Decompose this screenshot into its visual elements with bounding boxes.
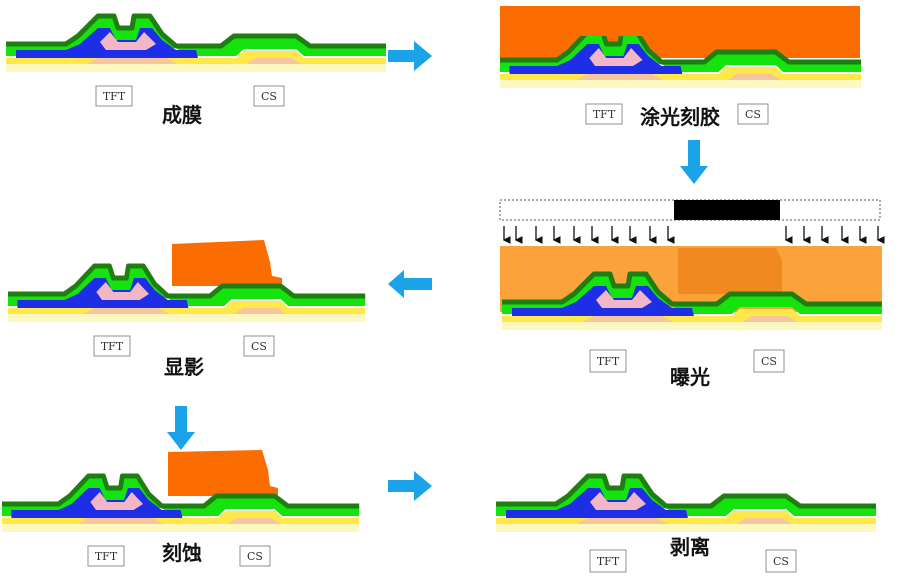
tft-tag: TFT <box>103 90 126 103</box>
tft-tag: TFT <box>101 340 124 353</box>
tft-tag: TFT <box>593 108 616 121</box>
mask-opaque <box>674 200 780 220</box>
panel-develop: TFT CS 显影 <box>8 240 365 379</box>
exposure-arrows <box>502 226 885 244</box>
tft-tag: TFT <box>597 355 620 368</box>
cs-tag: CS <box>261 90 277 103</box>
cs-tag: CS <box>761 355 777 368</box>
step-title-film: 成膜 <box>162 103 202 127</box>
cs-tag: CS <box>247 550 263 563</box>
panel-strip: TFT CS 剥离 <box>496 476 876 573</box>
step-title-develop: 显影 <box>164 355 204 379</box>
cs-tag: CS <box>251 340 267 353</box>
cs-tag: CS <box>745 108 761 121</box>
arrow-right-icon <box>388 41 432 71</box>
arrow-left-icon <box>388 270 432 298</box>
arrow-right-icon <box>388 471 432 501</box>
step-title-strip: 剥离 <box>670 535 710 559</box>
tft-tag: TFT <box>95 550 118 563</box>
panel-expose: TFT CS 曝光 <box>499 199 885 389</box>
cs-tag-box <box>253 85 285 107</box>
panel-film: TFT CS 成膜 <box>6 16 386 127</box>
unexposed-photoresist <box>678 248 782 294</box>
tft-tag: TFT <box>597 555 620 568</box>
photoresist-pattern <box>168 450 278 496</box>
step-title-coat: 涂光刻胶 <box>640 105 720 129</box>
panel-etch: TFT CS 刻蚀 <box>2 450 359 567</box>
step-title-expose: 曝光 <box>670 365 710 389</box>
arrow-down-icon <box>680 140 708 184</box>
panel-coat: TFT CS 涂光刻胶 <box>500 6 861 129</box>
cs-tag: CS <box>773 555 789 568</box>
photoresist-pattern <box>172 240 282 286</box>
step-title-etch: 刻蚀 <box>162 541 202 565</box>
arrow-down-icon <box>167 406 195 450</box>
tft-tag-box <box>95 85 133 107</box>
